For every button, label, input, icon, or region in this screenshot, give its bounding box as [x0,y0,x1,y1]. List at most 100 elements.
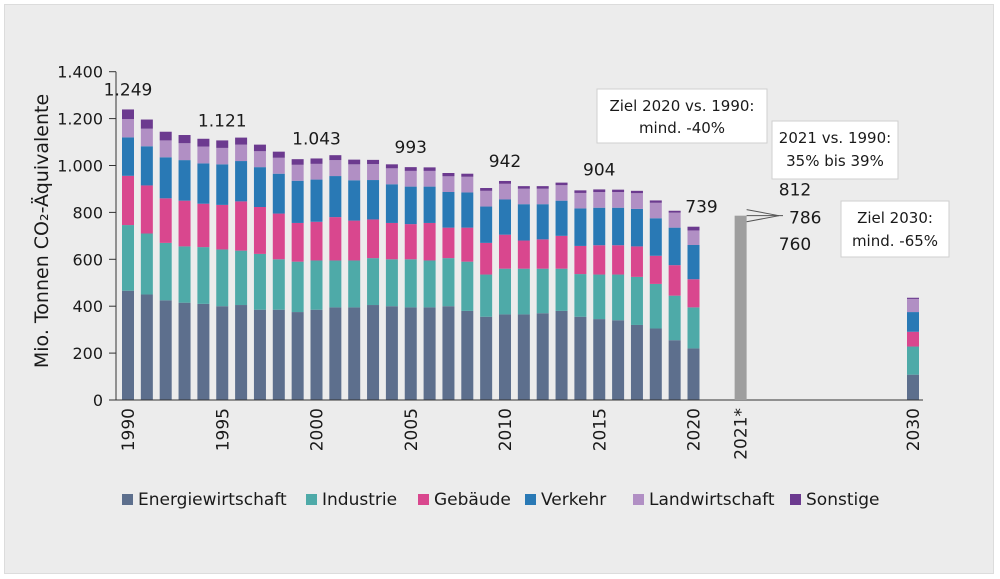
bar-segment [197,146,210,164]
y-axis: 0 200 400 600 800 1.000 1.200 1.400 [57,63,117,410]
x-tick-label-1990: 1990 [119,408,139,451]
bar-segment [687,226,700,231]
bar-segment [272,157,285,174]
bar-segment [216,204,229,250]
annotation-ziel-2020-box [596,88,768,144]
total-label-2005: 993 [395,138,427,158]
bar-segment [668,212,681,228]
bar-segment [442,176,455,192]
bar-segment [253,151,266,168]
bar-segment [687,348,700,400]
x-tick-label-2021star: 2021* [732,408,752,460]
bar-segment [612,189,625,192]
bar-segment [253,253,266,310]
x-tick-label-2005: 2005 [402,408,422,451]
bar-segment [649,202,662,219]
bar-segment [517,204,530,241]
y-tick-label: 1.000 [57,157,103,176]
bar-segment [385,184,398,223]
bar-segment [480,190,493,207]
bar-segment [536,186,549,189]
bar-segment [907,346,919,375]
bar-segment [404,170,417,187]
range-2021: 812 786 760 [734,181,821,400]
bar-segment [140,185,153,234]
bar-segment [310,260,323,310]
bar-segment [517,188,530,205]
range-leader-line [746,215,780,223]
legend-swatch [122,494,133,505]
bar-stack-2016 [612,189,625,400]
total-label-1990: 1.249 [104,80,153,100]
bar-segment [668,295,681,341]
bar-segment [272,309,285,400]
bar-segment [140,119,153,129]
bar-segment [253,167,266,208]
legend-swatch [418,494,429,505]
bar-stack-1991 [140,119,153,400]
bar-stack-2020 [687,226,700,400]
bar-segment [593,319,606,400]
bar-segment [499,314,511,400]
bar-segment [499,180,511,184]
bar-stack-2012 [536,186,549,400]
bar-segment [140,128,153,147]
bar-segment [517,240,530,269]
range-label-786: 786 [789,209,821,229]
bar-segment [253,144,266,152]
bar-segment [536,188,549,205]
total-label-2010: 942 [489,152,521,172]
bar-segment [291,312,304,400]
y-tick-label: 600 [72,250,103,269]
bar-segment [348,159,361,165]
bar-segment [367,305,380,400]
bar-segment [555,310,568,400]
bar-segment [348,220,361,261]
bar-segment [272,151,285,158]
y-tick-label: 0 [93,391,103,410]
bar-stack-2000 [310,158,323,400]
bar-segment [612,207,625,246]
bar-segment [235,201,248,251]
bar-segment [197,163,210,204]
y-axis-label: Mio. Tonnen CO₂-Äquivalente [30,94,53,368]
bar-segment [404,186,417,225]
bar-segment [159,242,172,301]
bar-stack-2010 [499,180,511,400]
bar-segment [555,268,568,311]
bar-segment [122,290,134,400]
bar-segment [291,164,304,181]
bar-segment [442,191,455,228]
bar-segment [159,131,172,141]
bar-segment [216,140,229,148]
bar-segment [404,307,417,400]
bar-segment [480,274,493,317]
bar-segment [574,208,587,246]
bar-segment [197,247,210,304]
legend: Energiewirtschaft Industrie Gebäude Verkehr… [122,490,879,510]
bar-stack-2008 [461,173,474,400]
bar-stack-1994 [197,138,210,400]
x-tick-label-2015: 2015 [590,408,610,451]
bar-segment [404,167,417,171]
bar-stack-2013 [555,182,568,400]
annotation-2021-vs-1990: 2021 vs. 1990: 35% bis 39% [771,120,899,180]
bar-segment [668,265,681,296]
bar-stack-2007 [442,173,455,400]
bar-segment [630,190,643,194]
bar-segment [630,324,643,400]
bar-segment [574,316,587,400]
bar-stack-1995 [216,140,229,400]
bar-segment [668,340,681,400]
bar-segment [536,313,549,400]
bar-segment [461,310,474,400]
bar-segment [461,173,474,177]
legend-swatch [790,494,801,505]
bar-segment [907,374,919,400]
bar-segment [574,274,587,317]
legend-label: Energiewirtschaft [138,490,287,510]
bar-segment [329,160,342,177]
total-label-2015: 904 [583,160,615,180]
bar-segment [367,258,380,306]
bar-segment [348,307,361,400]
